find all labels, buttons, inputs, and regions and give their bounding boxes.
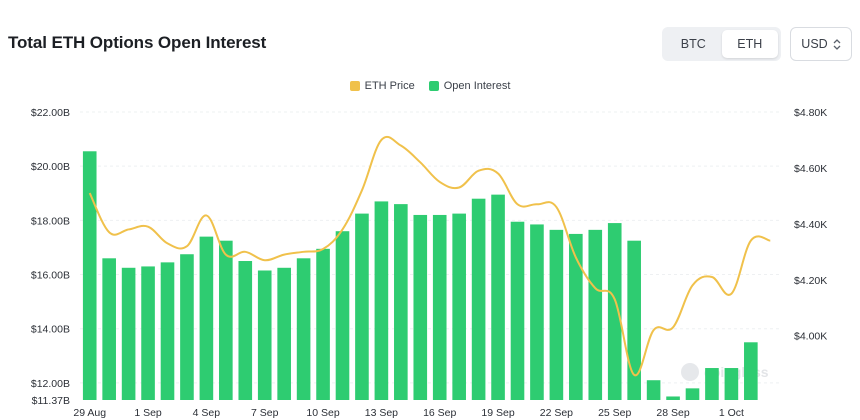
open-interest-bar [588, 229, 603, 400]
open-interest-bar [744, 342, 758, 400]
open-interest-bar [277, 267, 291, 400]
y-left-tick-label: $20.00B [31, 161, 70, 173]
open-interest-bar [238, 261, 253, 400]
legend-label-open-interest: Open Interest [443, 80, 511, 92]
open-interest-bar [530, 224, 544, 400]
open-interest-bar [257, 270, 272, 400]
tab-btc[interactable]: BTC [680, 37, 706, 51]
y-left-tick-label: $12.00B [31, 378, 70, 390]
y-right-tick-label: $4.00K [794, 331, 827, 343]
legend-label-eth-price: ETH Price [364, 80, 415, 92]
y-left-tick-label: $18.00B [31, 215, 70, 227]
chart-legend: ETH Price Open Interest [0, 80, 860, 92]
y-axis-left: $22.00B $20.00B $18.00B $16.00B $14.00B $12.0… [31, 107, 70, 407]
open-interest-bar [666, 396, 680, 400]
y-axis-right: $4.80K $4.60K $4.40K $4.20K $4.00K [794, 107, 827, 343]
x-tick-label: 13 Sep [365, 407, 398, 419]
y-right-tick-label: $4.20K [794, 275, 827, 287]
open-interest-bar [432, 214, 447, 400]
legend-swatch-eth-price [349, 81, 360, 91]
open-interest-bar [355, 213, 369, 400]
open-interest-bar [452, 213, 466, 400]
open-interest-bar [316, 248, 330, 400]
open-interest-bar [296, 258, 311, 400]
y-right-tick-label: $4.60K [794, 163, 827, 175]
x-tick-label: 7 Sep [251, 407, 279, 419]
y-left-tick-label: $16.00B [31, 270, 70, 282]
asset-toggle: BTC ETH [662, 27, 781, 61]
open-interest-bar [102, 258, 116, 400]
x-tick-label: 25 Sep [598, 407, 631, 419]
open-interest-bar [724, 368, 739, 400]
eth-price-line [88, 135, 771, 376]
open-interest-bar [685, 388, 700, 400]
open-interest-bar [510, 221, 525, 400]
open-interest-bar [82, 151, 97, 400]
y-right-tick-label: $4.80K [794, 107, 827, 119]
open-interest-bar [705, 368, 719, 400]
currency-value: USD [801, 37, 828, 51]
open-interest-bar [335, 231, 350, 400]
tab-eth[interactable]: ETH [721, 30, 778, 58]
open-interest-bar [180, 254, 194, 400]
x-tick-label: 19 Sep [481, 407, 514, 419]
open-interest-bar [160, 262, 175, 400]
open-interest-bar [471, 198, 486, 400]
open-interest-bars [82, 151, 758, 400]
x-tick-label: 28 Sep [656, 407, 689, 419]
open-interest-bar [121, 267, 136, 400]
x-tick-label: 29 Aug [73, 407, 106, 419]
currency-select[interactable]: USD [790, 27, 852, 61]
legend-eth-price[interactable]: ETH Price [349, 80, 415, 92]
y-left-tick-label: $11.37B [32, 395, 70, 407]
open-interest-bar [607, 223, 622, 400]
x-tick-label: 1 Oct [719, 407, 744, 419]
x-tick-label: 4 Sep [193, 407, 221, 419]
open-interest-bar [627, 240, 641, 400]
x-axis: 29 Aug 1 Sep 4 Sep 7 Sep 10 Sep 13 Sep 16 Sep 1… [73, 407, 744, 419]
open-interest-bar [413, 214, 428, 400]
chevron-up-down-icon [833, 38, 841, 50]
y-left-tick-label: $22.00B [31, 107, 70, 119]
open-interest-bar [646, 380, 661, 400]
x-tick-label: 16 Sep [423, 407, 456, 419]
legend-open-interest[interactable]: Open Interest [428, 80, 511, 92]
open-interest-bar [219, 240, 233, 400]
y-left-tick-label: $14.00B [31, 324, 70, 336]
open-interest-bar [199, 236, 214, 400]
grid-lines [80, 111, 780, 384]
x-tick-label: 1 Sep [134, 407, 162, 419]
open-interest-bar [549, 229, 564, 400]
open-interest-bar [569, 233, 583, 400]
open-interest-bar [394, 204, 408, 400]
page-title: Total ETH Options Open Interest [8, 33, 267, 52]
legend-swatch-open-interest [428, 81, 439, 91]
y-right-tick-label: $4.40K [794, 219, 827, 231]
open-interest-bar [491, 194, 505, 400]
open-interest-bar [141, 266, 155, 400]
x-tick-label: 22 Sep [540, 407, 573, 419]
x-tick-label: 10 Sep [306, 407, 339, 419]
open-interest-bar [374, 201, 389, 400]
